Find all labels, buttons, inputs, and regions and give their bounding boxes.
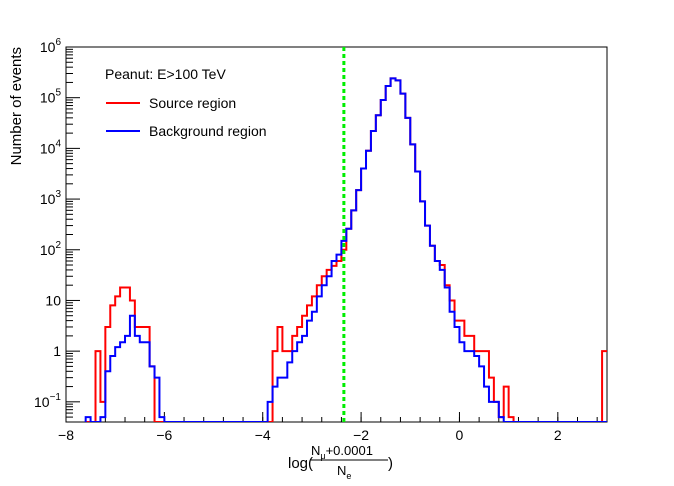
x-tick-label: −6 [156,427,172,443]
legend: Peanut: E>100 TeV Source region Backgrou… [105,66,267,139]
x-axis: −8 −6 −4 −2 0 2 [58,412,598,443]
y-tick-label: 103 [40,189,62,207]
x-label-suffix: ) [388,455,393,472]
legend-header: Peanut: E>100 TeV [105,66,226,82]
x-label-prefix: log( [288,455,313,472]
y-tick-label: 10 [45,292,61,308]
x-label-numerator: Nμ+0.0001 [311,443,373,461]
x-label-denominator: Ne [337,463,351,481]
y-tick-label: 106 [40,37,62,55]
plot-frame [65,46,608,423]
x-tick-label: 2 [554,427,562,443]
x-tick-label: 0 [456,427,464,443]
y-axis-label: Number of events [8,47,25,165]
y-tick-label: 10−1 [34,392,61,410]
x-axis-label: log( Nμ+0.0001 Ne ) [288,443,393,481]
x-tick-label: −4 [255,427,271,443]
y-tick-label: 102 [40,240,62,258]
y-tick-label: 105 [40,88,62,106]
series-layer [84,77,607,422]
x-tick-label: −2 [353,427,369,443]
y-tick-label: 1 [53,343,61,359]
y-axis: 10−1 1 10 102 103 104 105 106 [34,37,80,423]
y-tick-label: 104 [40,138,62,156]
x-tick-label: −8 [58,427,74,443]
legend-label-background: Background region [149,123,267,139]
legend-label-source: Source region [149,95,236,111]
series-background-region [84,77,607,422]
